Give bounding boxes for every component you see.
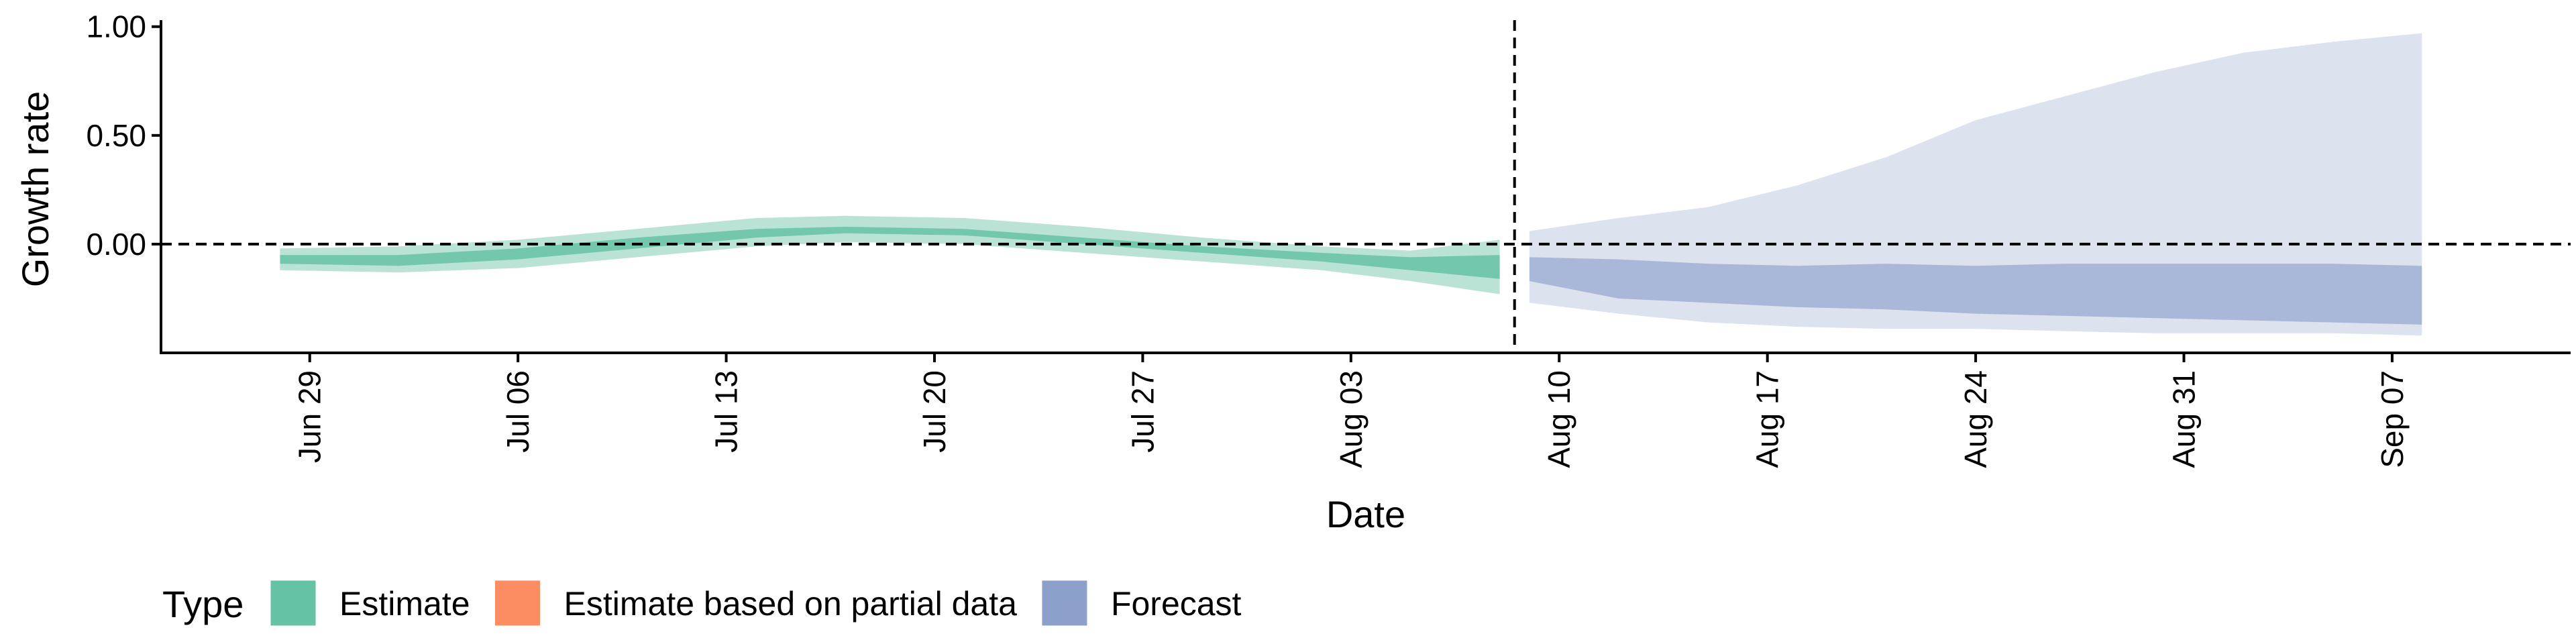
estimate-ribbon-50 xyxy=(280,227,1500,279)
forecast-ribbon-50 xyxy=(1529,257,2422,325)
x-tick-label: Jul 06 xyxy=(500,370,535,453)
y-axis-ticks: 0.00 0.50 1.00 xyxy=(86,9,161,262)
legend-items: Estimate Estimate based on partial data Fo… xyxy=(270,580,1242,626)
x-tick-label: Sep 07 xyxy=(2375,370,2410,468)
legend-title: Type xyxy=(162,583,244,625)
legend-key-estimate xyxy=(270,580,316,626)
estimate-ribbon-90 xyxy=(280,215,1500,294)
ribbon-layer xyxy=(280,33,2422,336)
y-tick-label: 0.50 xyxy=(86,118,146,153)
legend-label-estimate-based-on-partial-data: Estimate based on partial data xyxy=(564,585,1018,623)
legend-label-forecast: Forecast xyxy=(1111,585,1242,623)
y-tick-label: 1.00 xyxy=(86,9,146,44)
x-tick-label: Aug 24 xyxy=(1958,370,1993,468)
forecast-ribbon-90 xyxy=(1529,33,2422,336)
legend: Type Estimate Estimate based on partial d… xyxy=(162,580,1242,626)
y-tick-label: 0.00 xyxy=(86,227,146,262)
x-tick-label: Aug 31 xyxy=(2167,370,2202,468)
x-tick-label: Jun 29 xyxy=(292,370,327,463)
legend-key-forecast xyxy=(1042,580,1087,626)
legend-key-estimate-based-on-partial-data xyxy=(495,580,541,626)
x-tick-label: Aug 03 xyxy=(1334,370,1368,468)
x-tick-label: Aug 10 xyxy=(1542,370,1576,468)
x-tick-label: Jul 27 xyxy=(1125,370,1160,453)
x-axis-title: Date xyxy=(1326,493,1405,535)
plot-area: 0.00 0.50 1.00 Jun 29 Jul 06 Jul 13 Jul 20 Jul… xyxy=(86,9,2571,468)
x-tick-label: Jul 20 xyxy=(917,370,952,453)
legend-label-estimate: Estimate xyxy=(339,585,470,623)
x-tick-label: Aug 17 xyxy=(1750,370,1785,468)
x-tick-label: Jul 13 xyxy=(709,370,744,453)
y-axis-title: Growth rate xyxy=(14,91,56,288)
x-axis-ticks: Jun 29 Jul 06 Jul 13 Jul 20 Jul 27 Aug 03 Aug … xyxy=(292,353,2410,468)
